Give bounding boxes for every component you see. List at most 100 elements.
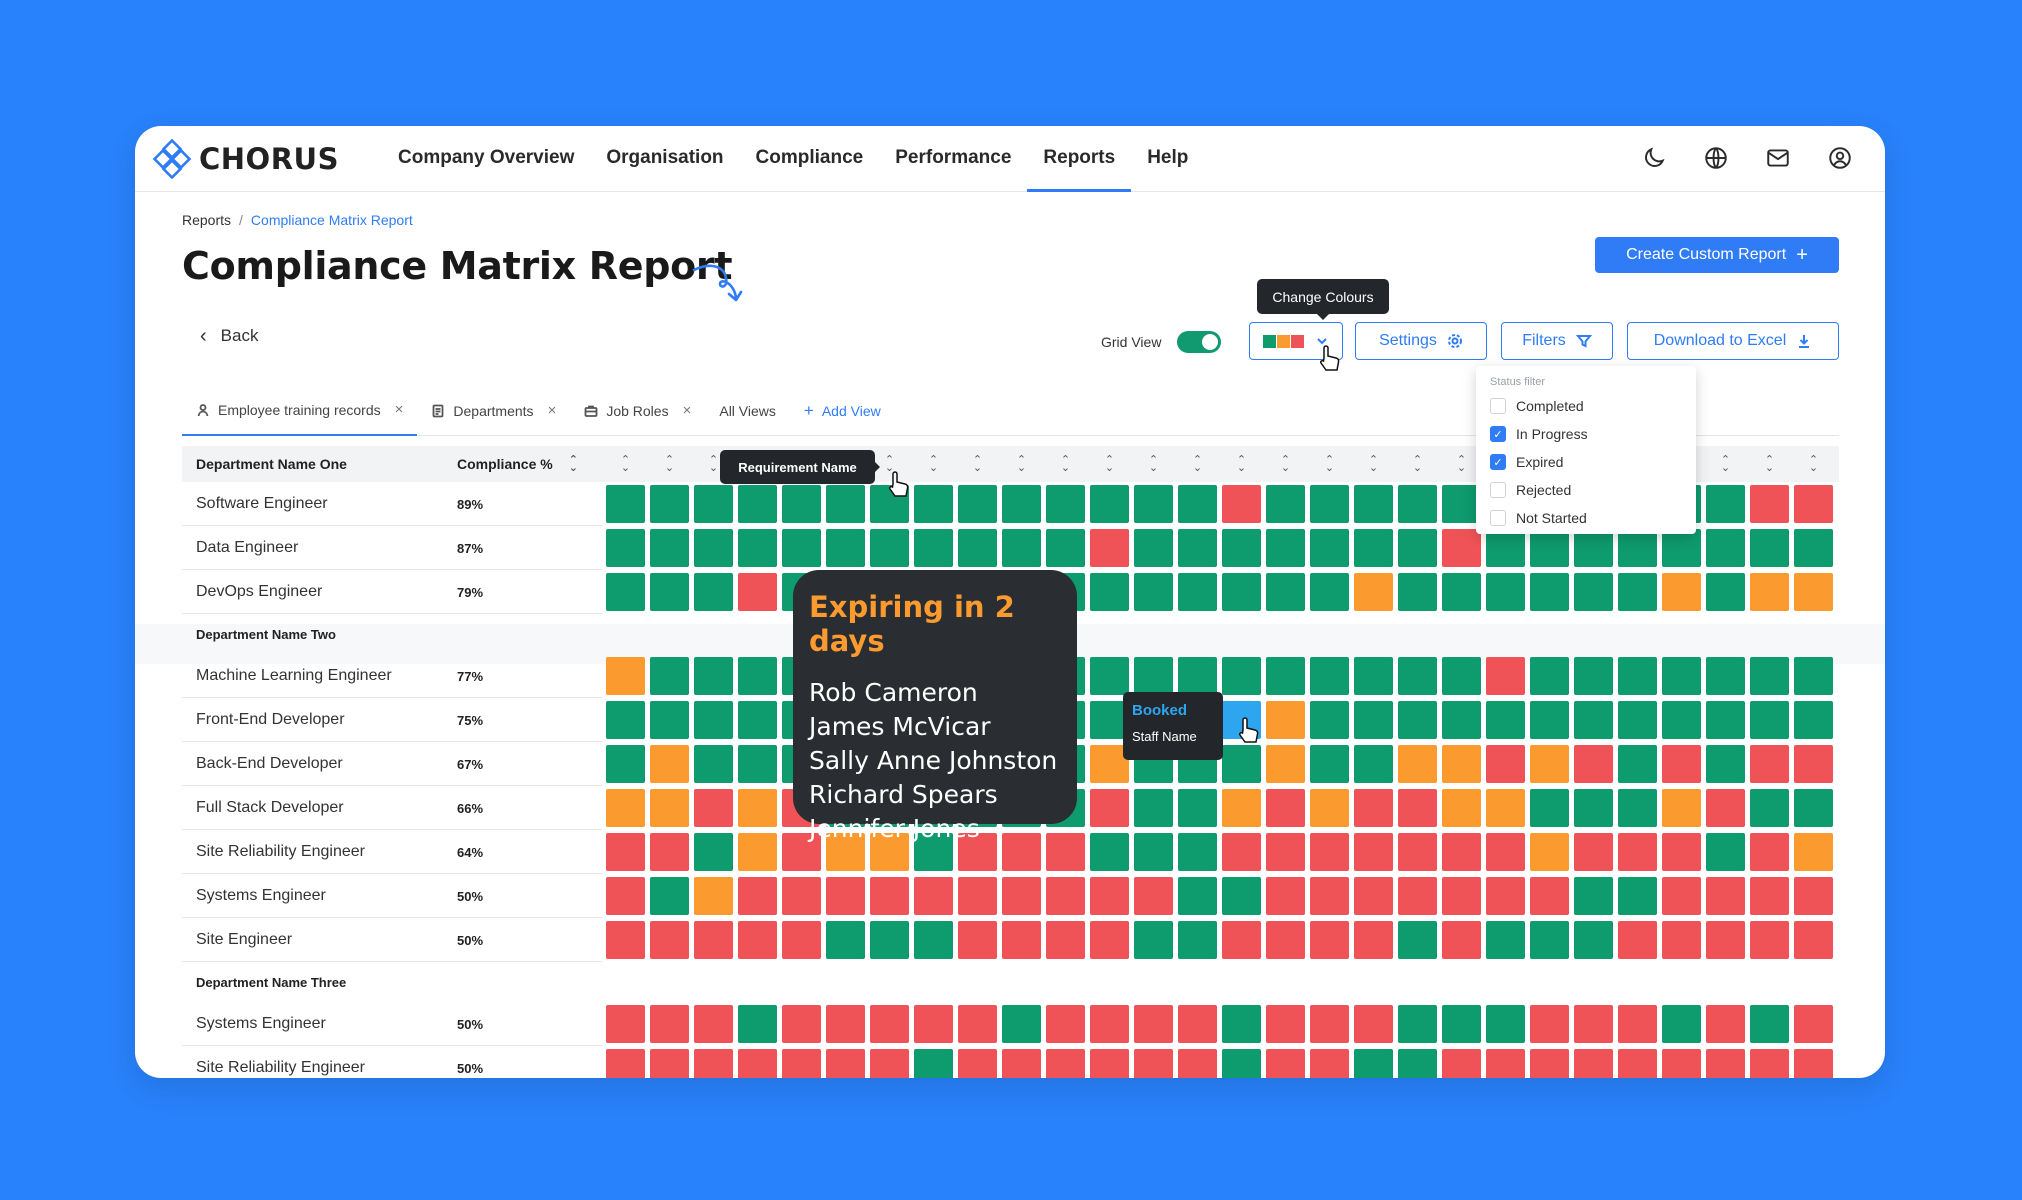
status-cell[interactable] (1574, 833, 1613, 871)
status-cell[interactable] (914, 921, 953, 959)
status-cell[interactable] (1442, 745, 1481, 783)
status-cell[interactable] (1794, 1005, 1833, 1043)
status-cell[interactable] (826, 877, 865, 915)
status-cell[interactable] (1706, 1049, 1745, 1078)
status-cell[interactable] (650, 485, 689, 523)
status-cell[interactable] (914, 1049, 953, 1078)
status-cell[interactable] (1046, 833, 1085, 871)
nav-compliance[interactable]: Compliance (755, 146, 864, 168)
sort-icon[interactable]: ⌃⌄ (1456, 454, 1467, 474)
status-cell[interactable] (1618, 657, 1657, 695)
status-cell[interactable] (694, 485, 733, 523)
status-cell[interactable] (650, 529, 689, 567)
breadcrumb-current[interactable]: Compliance Matrix Report (250, 212, 413, 228)
sort-icon[interactable]: ⌃⌄ (1192, 454, 1203, 474)
status-cell[interactable] (1178, 573, 1217, 611)
status-cell[interactable] (1222, 833, 1261, 871)
status-cell[interactable] (1354, 485, 1393, 523)
status-cell[interactable] (1090, 921, 1129, 959)
user-icon[interactable] (1825, 143, 1855, 173)
filter-option-expired[interactable]: ✓ Expired (1490, 448, 1682, 476)
status-cell[interactable] (1398, 833, 1437, 871)
status-cell[interactable] (1706, 485, 1745, 523)
status-cell[interactable] (1354, 657, 1393, 695)
create-custom-report-button[interactable]: Create Custom Report + (1595, 237, 1839, 273)
status-cell[interactable] (650, 657, 689, 695)
status-cell[interactable] (1266, 1005, 1305, 1043)
nav-help[interactable]: Help (1147, 146, 1189, 168)
status-cell[interactable] (606, 701, 645, 739)
status-cell[interactable] (958, 833, 997, 871)
sort-icon[interactable]: ⌃⌄ (1368, 454, 1379, 474)
status-cell[interactable] (694, 1049, 733, 1078)
status-cell[interactable] (1222, 789, 1261, 827)
status-cell[interactable] (1442, 573, 1481, 611)
status-cell[interactable] (1662, 657, 1701, 695)
status-cell[interactable] (1486, 657, 1525, 695)
status-cell[interactable] (1618, 1005, 1657, 1043)
status-cell[interactable] (1618, 573, 1657, 611)
status-cell[interactable] (1222, 573, 1261, 611)
status-cell[interactable] (1574, 573, 1613, 611)
status-cell[interactable] (738, 833, 777, 871)
status-cell[interactable] (1398, 1049, 1437, 1078)
status-cell[interactable] (1750, 833, 1789, 871)
status-cell[interactable] (1574, 1005, 1613, 1043)
status-cell[interactable] (1486, 701, 1525, 739)
status-cell[interactable] (1794, 833, 1833, 871)
status-cell[interactable] (958, 1005, 997, 1043)
status-cell[interactable] (1574, 529, 1613, 567)
status-cell[interactable] (1266, 701, 1305, 739)
sort-icon[interactable]: ⌃⌄ (1060, 454, 1071, 474)
status-cell[interactable] (826, 1049, 865, 1078)
status-cell[interactable] (1090, 745, 1129, 783)
status-cell[interactable] (650, 921, 689, 959)
status-cell[interactable] (1706, 789, 1745, 827)
status-cell[interactable] (694, 789, 733, 827)
status-cell[interactable] (1750, 1005, 1789, 1043)
status-cell[interactable] (1442, 877, 1481, 915)
status-cell[interactable] (1442, 1005, 1481, 1043)
status-cell[interactable] (1310, 529, 1349, 567)
status-cell[interactable] (782, 877, 821, 915)
status-cell[interactable] (1134, 789, 1173, 827)
status-cell[interactable] (1222, 921, 1261, 959)
status-cell[interactable] (1662, 701, 1701, 739)
status-cell[interactable] (1222, 657, 1261, 695)
status-cell[interactable] (1354, 833, 1393, 871)
status-cell[interactable] (1002, 833, 1041, 871)
sort-icon[interactable]: ⌃⌄ (708, 454, 719, 474)
status-cell[interactable] (1266, 485, 1305, 523)
status-cell[interactable] (1442, 921, 1481, 959)
status-cell[interactable] (1310, 877, 1349, 915)
status-cell[interactable] (738, 745, 777, 783)
status-cell[interactable] (1750, 1049, 1789, 1078)
logo[interactable]: CHORUS (151, 139, 339, 179)
status-cell[interactable] (782, 1005, 821, 1043)
status-cell[interactable] (1354, 529, 1393, 567)
status-cell[interactable] (1310, 1005, 1349, 1043)
close-icon[interactable]: × (547, 402, 557, 419)
sort-icon[interactable]: ⌃⌄ (1104, 454, 1115, 474)
status-cell[interactable] (1178, 1005, 1217, 1043)
close-icon[interactable]: × (682, 402, 692, 419)
status-cell[interactable] (1442, 833, 1481, 871)
status-cell[interactable] (1222, 1049, 1261, 1078)
status-cell[interactable] (650, 573, 689, 611)
status-cell[interactable] (650, 701, 689, 739)
sort-icon[interactable]: ⌃⌄ (568, 454, 578, 474)
status-cell[interactable] (870, 1005, 909, 1043)
status-cell[interactable] (870, 833, 909, 871)
status-cell[interactable] (1574, 1049, 1613, 1078)
status-cell[interactable] (1574, 921, 1613, 959)
status-cell[interactable] (1002, 877, 1041, 915)
status-cell[interactable] (1002, 1005, 1041, 1043)
status-cell[interactable] (1134, 1049, 1173, 1078)
status-cell[interactable] (1398, 573, 1437, 611)
status-cell[interactable] (738, 529, 777, 567)
status-cell[interactable] (1222, 485, 1261, 523)
add-view-button[interactable]: + Add View (790, 386, 895, 436)
globe-icon[interactable] (1701, 143, 1731, 173)
status-cell[interactable] (1750, 921, 1789, 959)
status-cell[interactable] (1310, 833, 1349, 871)
